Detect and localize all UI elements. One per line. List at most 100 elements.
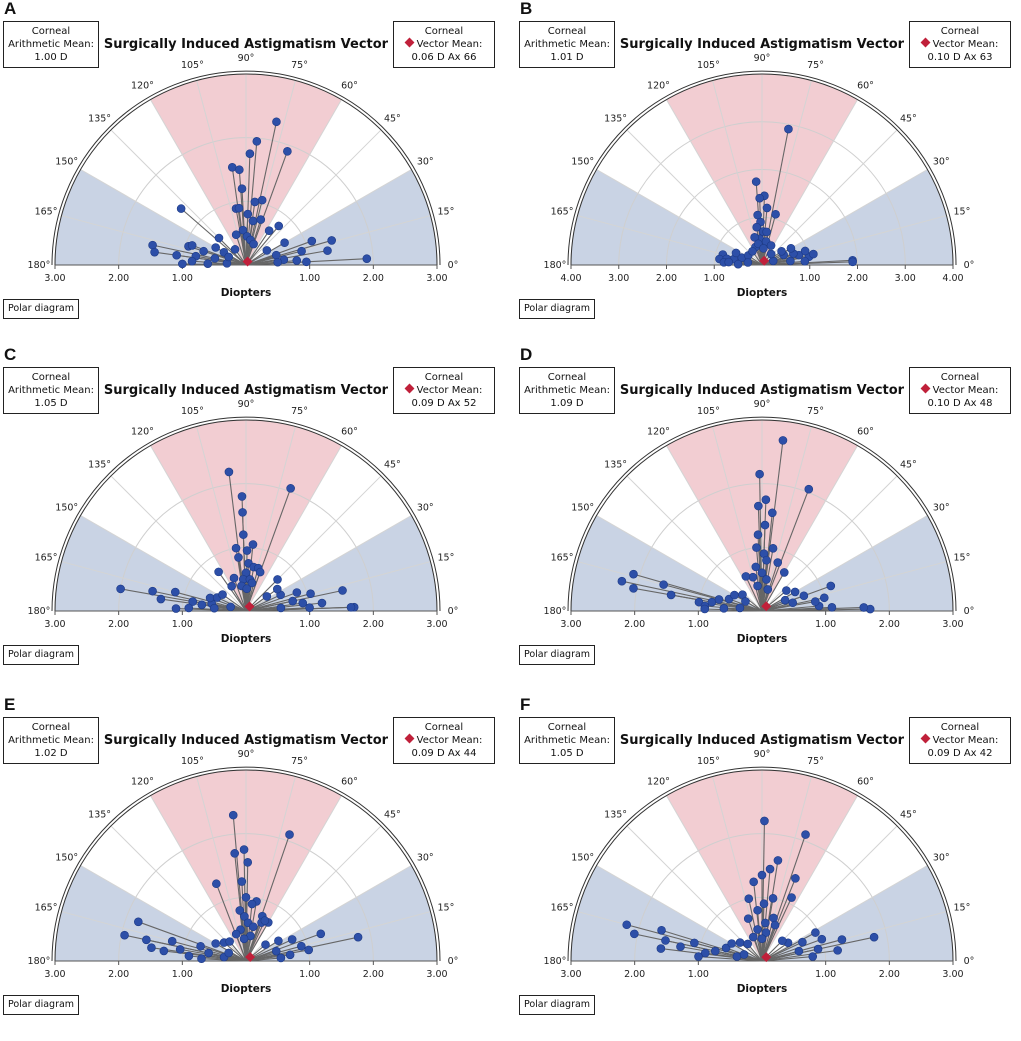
vector-line [739,942,763,962]
data-point [630,929,639,939]
data-point [237,492,247,501]
data-point [629,569,638,579]
vector-line [245,254,277,266]
chart-title: Surgically Induced Astigmatism Vector [103,383,389,398]
data-point [780,595,790,605]
polar-diagram-button[interactable]: Polar diagram [3,645,79,665]
data-point [813,944,823,954]
data-point [187,256,197,266]
grid-spoke [245,80,296,266]
angle-label: 180° [544,606,567,617]
arithmetic-mean-value: 1.05 D [34,398,68,409]
data-point [724,257,734,267]
data-point [239,934,249,944]
polar-diagram-button[interactable]: Polar diagram [519,645,595,665]
angle-label: 30° [933,853,950,864]
angle-label: 150° [571,157,594,168]
data-point [248,540,258,549]
data-point [732,952,742,961]
data-point [264,226,274,235]
angle-label: 15° [438,902,455,913]
vector-line [245,593,311,612]
angle-label: 90° [238,53,255,64]
data-point [755,193,764,203]
panel-A: 0° 15° 30° 45° 60° 75° 90° 105° 120° 135° 150° 165°… [0,0,505,345]
data-point [690,938,699,948]
data-point [739,950,749,959]
data-point [741,572,751,581]
angle-label: 90° [754,749,771,760]
data-point [622,920,632,930]
data-point [743,914,753,923]
vector-mean-box: Corneal Vector Mean: 0.10 D Ax 48 [909,367,1011,414]
polar-diagram-button[interactable]: Polar diagram [3,299,79,319]
data-point [833,946,842,955]
box-line: Corneal [940,26,980,37]
angle-label: 90° [754,53,771,64]
data-point [666,590,676,600]
angle-label: 45° [384,460,401,471]
data-point [262,246,272,255]
data-point [784,124,793,134]
vector-mean-box: Corneal Vector Mean: 0.10 D Ax 63 [909,21,1011,68]
arithmetic-mean-box: Corneal Arithmetic Mean: 1.01 D [519,21,615,68]
angle-label: 0° [448,260,459,271]
tick-label: 2.00 [656,273,677,284]
data-point [211,939,220,948]
arithmetic-mean-box: Corneal Arithmetic Mean: 1.09 D [519,367,615,414]
vector-line [245,261,278,266]
data-point [765,864,775,874]
data-point [273,575,282,584]
angle-label: 60° [341,427,358,438]
angle-label: 75° [807,756,824,767]
angle-label: 90° [238,749,255,760]
tick-label: 2.00 [624,969,645,980]
tick-label: 2.00 [847,273,868,284]
data-point [271,250,281,260]
data-point [629,584,638,593]
data-point [748,932,758,942]
vector-line [180,208,247,266]
angle-label: 180° [28,956,51,967]
vector-mean-value: 0.09 D Ax 44 [411,748,477,759]
polar-diagram-button[interactable]: Polar diagram [519,299,595,319]
data-point [248,216,258,226]
mean-diamond-icon [404,733,415,744]
angle-label: 45° [384,114,401,125]
data-point [804,484,814,494]
angle-label: 90° [754,399,771,410]
panel-F: 0° 15° 30° 45° 60° 75° 90° 105° 120° 135° 150° 165°… [516,695,1021,1041]
tick-label: 1.00 [704,273,725,284]
data-point [760,520,770,530]
data-point [170,587,180,597]
polar-diagram-button[interactable]: Polar diagram [3,995,79,1015]
outer-arc [54,73,438,266]
angle-label: 105° [697,60,720,71]
data-point [271,946,281,956]
angle-label: 0° [964,956,975,967]
angle-label: 90° [238,399,255,410]
outer-arc [51,766,441,962]
data-point [239,845,249,854]
grid-spoke [666,795,763,962]
vector-line [761,938,823,962]
data-point [260,916,270,925]
tick-label: 1.00 [815,619,836,630]
data-point [298,598,308,608]
data-point [753,530,763,540]
data-point [203,259,213,268]
data-point [735,603,745,613]
data-point [827,603,837,612]
data-point [212,879,221,889]
grid-spoke [245,129,382,266]
tick-label: 2.00 [879,619,900,630]
tick-label: 3.00 [560,969,581,980]
data-point [224,948,233,958]
data-point [768,508,777,518]
box-line: Arithmetic Mean: [8,385,94,396]
data-point [694,952,703,961]
polar-diagram-button[interactable]: Polar diagram [519,995,595,1015]
data-point [247,578,257,588]
data-point [751,562,761,572]
vector-line [745,576,763,612]
